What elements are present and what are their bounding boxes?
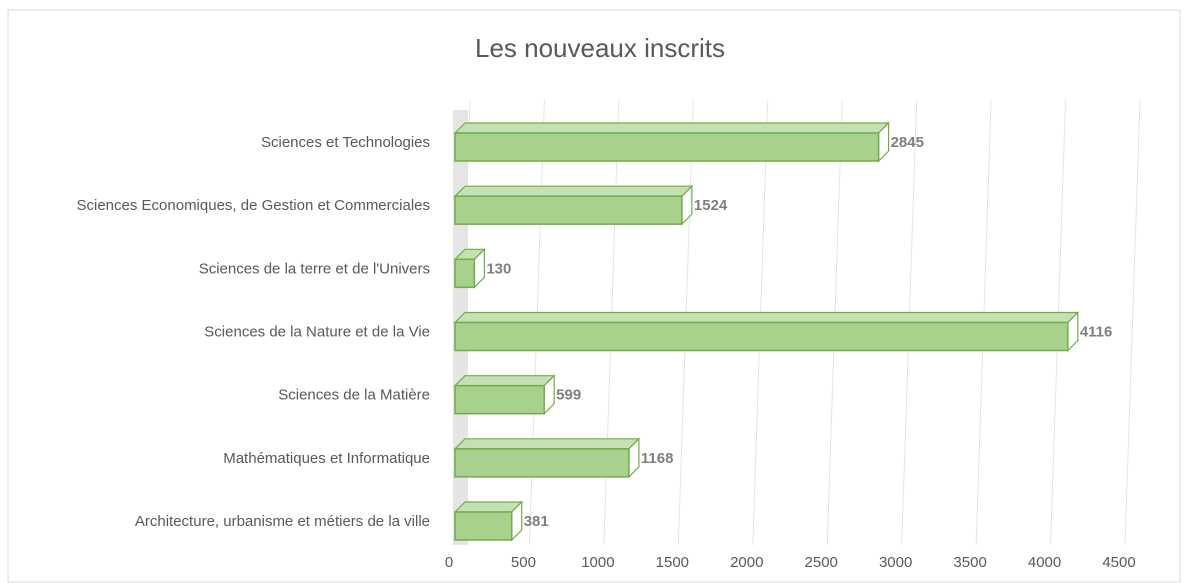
x-tick-label: 0 <box>445 554 453 571</box>
y-tick-label: Architecture, urbanisme et métiers de la… <box>135 513 430 530</box>
value-label: 1524 <box>694 197 728 214</box>
x-tick-label: 2500 <box>805 554 838 571</box>
chart-frame <box>7 9 1181 583</box>
bar <box>454 132 880 162</box>
grid-line <box>1124 99 1141 546</box>
bar-top <box>453 375 556 387</box>
value-label: 381 <box>524 513 549 530</box>
bar <box>454 448 630 478</box>
y-tick-label: Mathématiques et Informatique <box>223 450 430 467</box>
value-label: 130 <box>486 260 511 277</box>
y-tick-label: Sciences de la Nature et de la Vie <box>204 323 430 340</box>
bar-top <box>453 122 891 134</box>
x-tick-label: 4000 <box>1028 554 1061 571</box>
x-tick-label: 3500 <box>953 554 986 571</box>
y-tick-label: Sciences et Technologies <box>261 134 430 151</box>
x-tick-label: 2000 <box>730 554 763 571</box>
y-tick-label: Sciences Economiques, de Gestion et Comm… <box>77 197 431 214</box>
bar <box>454 195 683 225</box>
y-tick-label: Sciences de la Matière <box>278 387 430 404</box>
bar-top <box>453 438 641 450</box>
value-label: 2845 <box>891 134 924 151</box>
bar <box>454 384 545 415</box>
bar <box>454 321 1069 352</box>
y-tick-label: Sciences de la terre et de l'Univers <box>199 260 430 277</box>
value-label: 599 <box>556 387 581 404</box>
value-label: 1168 <box>641 450 674 467</box>
x-tick-label: 500 <box>511 554 536 571</box>
x-tick-label: 4500 <box>1102 554 1135 571</box>
chart-title: Les nouveaux inscrits <box>475 33 725 63</box>
bar <box>454 258 476 289</box>
x-tick-label: 1000 <box>581 554 614 571</box>
bar-top <box>453 311 1080 324</box>
bar-top <box>453 185 694 197</box>
value-label: 4116 <box>1080 323 1113 340</box>
bar <box>454 511 513 541</box>
x-tick-label: 1500 <box>656 554 689 571</box>
bar-top <box>453 501 524 513</box>
x-tick-label: 3000 <box>879 554 912 571</box>
